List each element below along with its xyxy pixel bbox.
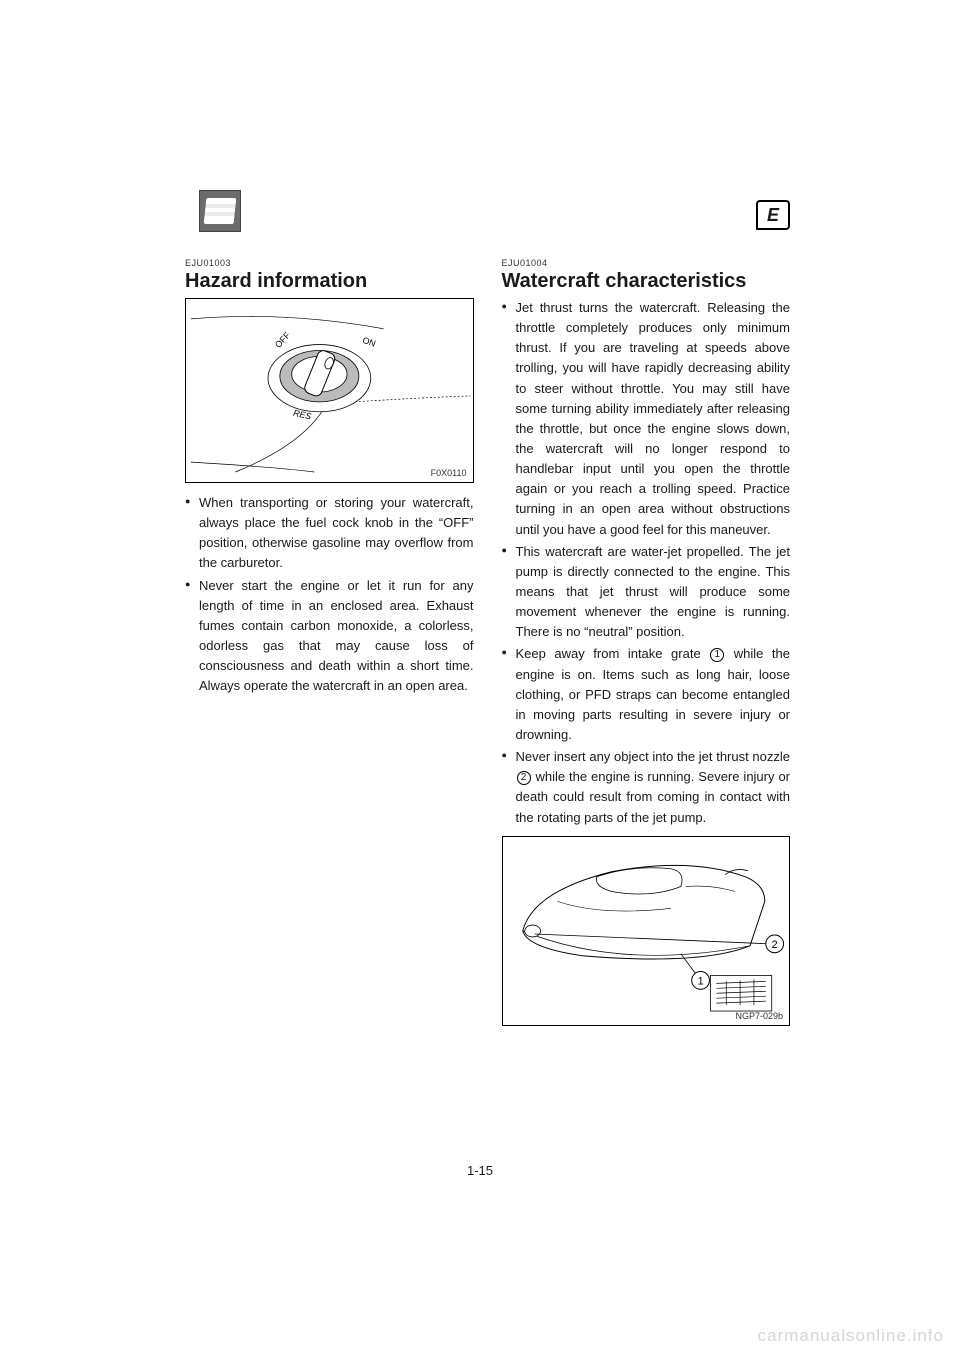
fuel-pos-off: OFF: [273, 330, 293, 350]
section-title-left: Hazard information: [185, 270, 474, 292]
right-bullet-4: Never insert any object into the jet thr…: [502, 747, 791, 828]
figure-label-right: NGP7-029b: [735, 1011, 783, 1021]
left-bullet-list: When transporting or storing your waterc…: [185, 493, 474, 696]
page-number: 1-15: [0, 1163, 960, 1178]
left-column: EJU01003 Hazard information: [185, 258, 474, 1036]
right-column: EJU01004 Watercraft characteristics Jet …: [502, 258, 791, 1036]
right-bullet-3: Keep away from intake grate 1 while the …: [502, 644, 791, 745]
watermark: carmanualsonline.info: [758, 1326, 944, 1346]
right-bullet-list: Jet thrust turns the watercraft. Releasi…: [502, 298, 791, 828]
manual-page-icon: [199, 190, 241, 232]
section-code-left: EJU01003: [185, 258, 474, 268]
inline-callout-1: 1: [710, 648, 724, 662]
section-code-right: EJU01004: [502, 258, 791, 268]
right-bullet-2: This watercraft are water-jet propelled.…: [502, 542, 791, 643]
fuel-knob-diagram: ON OFF RES: [186, 299, 473, 482]
section-title-right: Watercraft characteristics: [502, 270, 791, 292]
manual-page-icon-inner: [204, 198, 237, 224]
left-bullet-1: When transporting or storing your waterc…: [185, 493, 474, 574]
watercraft-diagram: 2 1: [503, 837, 790, 1025]
figure-fuel-knob: ON OFF RES F0X0110: [185, 298, 474, 483]
callout-1: 1: [697, 975, 703, 987]
figure-label-left: F0X0110: [431, 468, 467, 478]
figure-watercraft: 2 1 NGP7-029: [502, 836, 791, 1026]
fuel-pos-on: ON: [361, 335, 377, 349]
right-bullet-1: Jet thrust turns the watercraft. Releasi…: [502, 298, 791, 540]
language-tab: E: [756, 200, 790, 230]
callout-2: 2: [771, 938, 777, 950]
inline-callout-2: 2: [517, 771, 531, 785]
left-bullet-2: Never start the engine or let it run for…: [185, 576, 474, 697]
